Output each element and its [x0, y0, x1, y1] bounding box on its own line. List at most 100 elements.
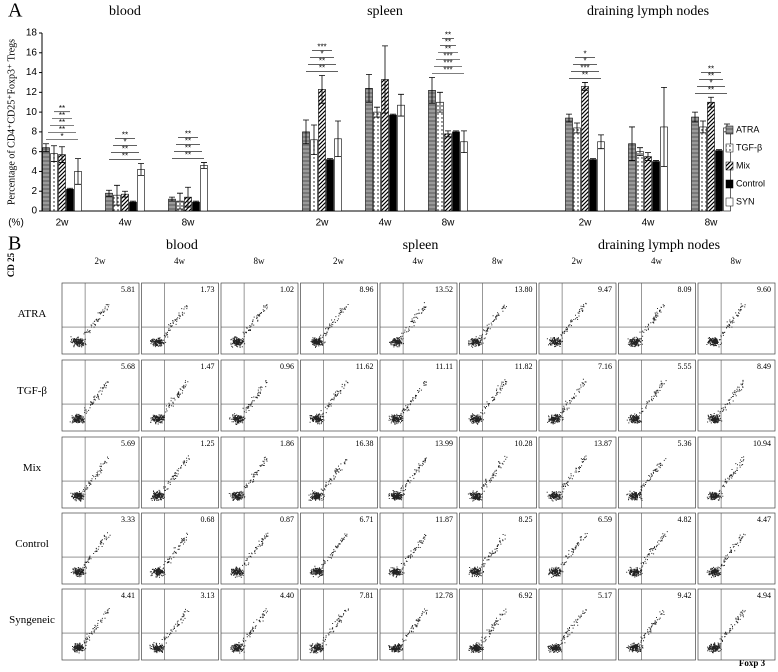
- bar: [397, 104, 405, 212]
- y-tick-label: 18: [26, 28, 38, 39]
- error-bar: [653, 160, 659, 163]
- quadrant-percent: 13.87: [594, 439, 612, 448]
- quadrant-percent: 3.13: [201, 591, 215, 600]
- bar: [436, 101, 444, 212]
- error-bar: [67, 187, 73, 191]
- row-label: Syngeneic: [9, 614, 55, 626]
- error-bar: [629, 126, 635, 161]
- significance-label: **: [122, 131, 128, 140]
- significance-label: *: [123, 138, 126, 147]
- x-tick-label: 4w: [379, 218, 393, 229]
- quadrant-percent: 10.28: [515, 439, 533, 448]
- flow-plot: [538, 436, 617, 509]
- quadrant-percent: 11.82: [515, 362, 533, 371]
- quadrant-percent: 9.60: [757, 285, 771, 294]
- flow-plot: [220, 588, 299, 661]
- row-label: Mix: [23, 462, 42, 474]
- column-label: 8w: [731, 256, 743, 266]
- error-bar: [75, 158, 81, 185]
- bar: [326, 159, 334, 212]
- error-bar: [566, 113, 572, 123]
- legend-swatch: [725, 179, 734, 189]
- error-bar: [106, 189, 112, 197]
- group-title: spleen: [367, 4, 403, 19]
- column-label: 2w: [333, 256, 345, 266]
- legend-swatch: [725, 143, 734, 153]
- significance-label: **: [185, 144, 191, 153]
- flow-plot: [141, 282, 219, 355]
- quadrant-percent: 11.62: [356, 362, 374, 371]
- error-bar: [374, 106, 380, 118]
- legend-swatch: [725, 197, 734, 207]
- flow-plot: [141, 436, 219, 509]
- y-tick-label: 14: [26, 67, 38, 78]
- significance-label: **: [122, 145, 128, 154]
- quadrant-percent: 1.86: [280, 439, 294, 448]
- bar: [42, 147, 50, 212]
- error-bar: [177, 192, 183, 210]
- quadrant-percent: 6.92: [519, 591, 533, 600]
- x-tick-label: 8w: [442, 218, 456, 229]
- column-label: 4w: [651, 256, 663, 266]
- y-tick-label: 10: [26, 107, 38, 118]
- significance-label: **: [59, 118, 65, 127]
- error-bar: [390, 113, 396, 117]
- quadrant-percent: 7.16: [598, 362, 612, 371]
- y-tick-label: 6: [31, 146, 37, 157]
- error-bar: [382, 45, 388, 114]
- panel-label: B: [8, 233, 21, 255]
- significance-label: *: [583, 57, 586, 66]
- flow-plot: [379, 588, 458, 661]
- column-label: 4w: [174, 256, 186, 266]
- error-bar: [661, 86, 667, 167]
- flow-plot: [459, 282, 537, 355]
- quadrant-percent: 0.87: [280, 515, 294, 524]
- flow-plot: [618, 588, 696, 661]
- significance-label: *: [709, 78, 712, 87]
- bar: [707, 101, 715, 212]
- significance-label: *: [583, 50, 586, 59]
- flow-plot: [379, 436, 458, 509]
- flow-plot: [220, 282, 299, 355]
- error-bar: [429, 77, 435, 104]
- flow-plot: [141, 359, 219, 432]
- bar: [365, 88, 373, 212]
- legend-label: SYN: [736, 196, 755, 206]
- error-bar: [437, 91, 443, 113]
- quadrant-percent: 7.81: [360, 591, 374, 600]
- quadrant-percent: 8.09: [678, 285, 692, 294]
- bar: [589, 159, 597, 212]
- quadrant-percent: 4.94: [757, 591, 771, 600]
- error-bar: [461, 130, 467, 154]
- error-bar: [201, 162, 207, 169]
- quadrant-percent: 3.33: [121, 515, 135, 524]
- bar: [565, 117, 573, 212]
- y-axis-label: CD 25: [6, 252, 16, 277]
- bar: [652, 161, 660, 212]
- bar: [644, 156, 652, 212]
- bar: [581, 86, 589, 212]
- quadrant-percent: 16.38: [356, 439, 374, 448]
- error-bar: [59, 146, 65, 163]
- significance-label: **: [708, 71, 714, 80]
- significance-label: **: [59, 111, 65, 120]
- group-title: draining lymph nodes: [587, 4, 709, 19]
- significance-label: **: [708, 64, 714, 73]
- quadrant-percent: 4.47: [757, 515, 771, 524]
- quadrant-percent: 1.25: [201, 439, 215, 448]
- quadrant-percent: 9.47: [598, 285, 612, 294]
- significance-label: **: [445, 45, 451, 54]
- group-title: spleen: [403, 238, 439, 253]
- significance-label: **: [319, 64, 325, 73]
- significance-label: ***: [443, 59, 452, 68]
- flow-plot: [697, 512, 776, 585]
- x-tick-label: 8w: [182, 218, 196, 229]
- error-bar: [700, 120, 706, 134]
- error-bar: [169, 196, 175, 202]
- error-bar: [114, 184, 120, 206]
- y-tick-label: 8: [31, 127, 37, 138]
- quadrant-percent: 1.47: [201, 362, 215, 371]
- flow-plot: [618, 436, 696, 509]
- bar: [573, 127, 581, 212]
- y-tick-label: 2: [31, 186, 37, 197]
